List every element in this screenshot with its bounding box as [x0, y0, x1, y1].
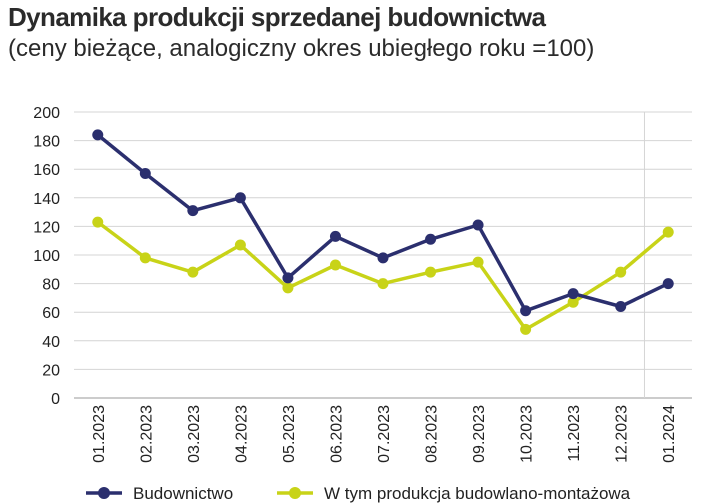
data-point	[234, 192, 246, 204]
data-point	[662, 226, 674, 238]
legend-label: W tym produkcja budowlano-montażowa	[324, 484, 631, 503]
data-point	[377, 252, 389, 264]
data-point	[139, 167, 151, 179]
y-tick-label: 120	[33, 219, 60, 236]
data-point	[282, 282, 294, 294]
x-tick-label: 01.2024	[661, 405, 678, 463]
legend-label: Budownictwo	[133, 484, 233, 503]
legend-marker	[289, 487, 301, 499]
data-point	[615, 266, 627, 278]
y-tick-label: 40	[42, 334, 60, 351]
y-tick-label: 160	[33, 162, 60, 179]
legend-marker	[98, 487, 110, 499]
data-point	[472, 256, 484, 268]
data-point	[234, 239, 246, 251]
data-point	[329, 230, 341, 242]
x-tick-label: 05.2023	[281, 405, 298, 463]
series-line	[96, 220, 670, 332]
data-point	[520, 305, 532, 317]
x-tick-label: 09.2023	[471, 405, 488, 463]
x-tick-label: 11.2023	[566, 405, 583, 462]
data-point	[425, 266, 437, 278]
data-point	[425, 233, 437, 245]
y-tick-label: 0	[51, 391, 60, 408]
data-point	[92, 129, 104, 141]
data-point	[472, 219, 484, 231]
data-point	[520, 323, 532, 335]
data-point	[567, 288, 579, 300]
data-point	[567, 296, 579, 308]
data-point	[282, 272, 294, 284]
x-tick-label: 12.2023	[614, 405, 631, 463]
data-point	[92, 216, 104, 228]
y-tick-label: 60	[42, 305, 60, 322]
x-tick-label: 02.2023	[138, 405, 155, 463]
chart-title: Dynamika produkcji sprzedanej budownictw…	[8, 2, 546, 32]
data-point	[139, 252, 151, 264]
x-tick-label: 08.2023	[424, 405, 441, 463]
y-tick-label: 180	[33, 134, 60, 151]
y-tick-label: 20	[42, 362, 60, 379]
data-point	[187, 205, 199, 217]
x-tick-label: 03.2023	[186, 405, 203, 463]
y-tick-label: 100	[33, 248, 60, 265]
x-tick-label: 10.2023	[519, 405, 536, 463]
chart-subtitle: (ceny bieżące, analogiczny okres ubiegłe…	[8, 35, 595, 62]
data-point	[377, 278, 389, 290]
data-point	[329, 259, 341, 271]
y-tick-label: 80	[42, 277, 60, 294]
x-tick-label: 06.2023	[328, 405, 345, 463]
y-tick-label: 140	[33, 191, 60, 208]
data-point	[187, 266, 199, 278]
data-point	[662, 278, 674, 290]
y-tick-label: 200	[33, 105, 60, 122]
data-point	[615, 300, 627, 312]
x-tick-label: 04.2023	[233, 405, 250, 463]
x-tick-label: 07.2023	[376, 405, 393, 463]
x-tick-label: 01.2023	[91, 405, 108, 463]
